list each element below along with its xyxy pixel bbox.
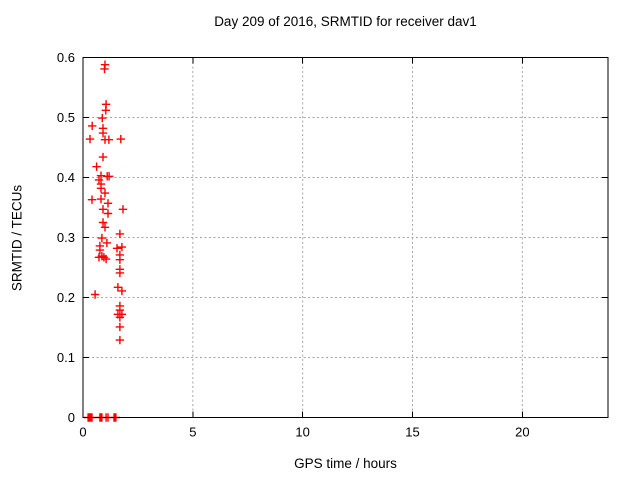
data-series <box>83 60 128 422</box>
tick-labels: 0 5 10 15 20 0 0.1 0.2 0.3 0.4 0.5 0.6 <box>57 50 530 440</box>
grid-lines <box>83 57 608 418</box>
x-tick-label: 15 <box>405 425 419 440</box>
y-tick-label: 0.4 <box>57 170 75 185</box>
x-tick-label: 10 <box>295 425 309 440</box>
plot-border <box>82 57 609 418</box>
y-tick-label: 0.2 <box>57 290 75 305</box>
x-tick-label: 20 <box>515 425 529 440</box>
data-points-path <box>83 60 128 422</box>
y-tick-label: 0 <box>68 410 75 425</box>
chart-title: Day 209 of 2016, SRMTID for receiver dav… <box>214 14 477 29</box>
y-tick-label: 0.5 <box>57 110 75 125</box>
x-tick-label: 0 <box>79 425 86 440</box>
x-axis-label: GPS time / hours <box>294 456 397 471</box>
y-tick-label: 0.3 <box>57 230 75 245</box>
x-tick-label: 5 <box>189 425 196 440</box>
y-tick-label: 0.6 <box>57 50 75 65</box>
y-tick-label: 0.1 <box>57 350 75 365</box>
